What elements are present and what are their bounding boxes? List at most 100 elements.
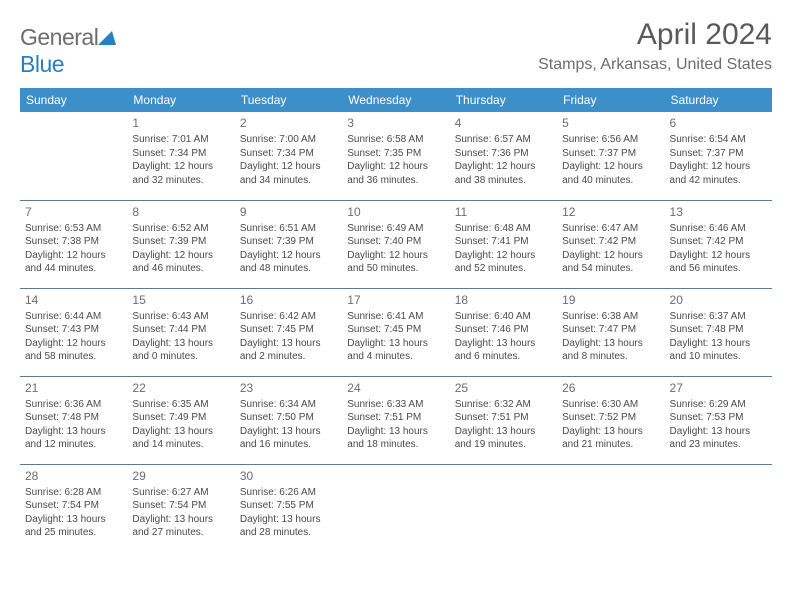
sunset-text: Sunset: 7:47 PM [562, 323, 659, 337]
sunrise-text: Sunrise: 6:52 AM [132, 222, 229, 236]
sunrise-text: Sunrise: 6:32 AM [455, 398, 552, 412]
day-number: 30 [240, 468, 337, 484]
daylight-text: Daylight: 13 hours [562, 337, 659, 351]
daylight-text-2: and 28 minutes. [240, 526, 337, 540]
day-number: 22 [132, 380, 229, 396]
daylight-text: Daylight: 12 hours [240, 160, 337, 174]
sunrise-text: Sunrise: 7:00 AM [240, 133, 337, 147]
sunrise-text: Sunrise: 6:42 AM [240, 310, 337, 324]
daylight-text: Daylight: 13 hours [25, 425, 122, 439]
weekday-header: Wednesday [342, 88, 449, 112]
sunrise-text: Sunrise: 6:30 AM [562, 398, 659, 412]
daylight-text: Daylight: 13 hours [347, 337, 444, 351]
daylight-text: Daylight: 13 hours [240, 337, 337, 351]
sunset-text: Sunset: 7:39 PM [240, 235, 337, 249]
daylight-text-2: and 10 minutes. [670, 350, 767, 364]
day-number: 23 [240, 380, 337, 396]
sunset-text: Sunset: 7:54 PM [25, 499, 122, 513]
day-cell: 29Sunrise: 6:27 AMSunset: 7:54 PMDayligh… [127, 464, 234, 552]
day-cell: 6Sunrise: 6:54 AMSunset: 7:37 PMDaylight… [665, 112, 772, 200]
calendar-table: SundayMondayTuesdayWednesdayThursdayFrid… [20, 88, 772, 552]
sunrise-text: Sunrise: 6:54 AM [670, 133, 767, 147]
day-cell: 10Sunrise: 6:49 AMSunset: 7:40 PMDayligh… [342, 200, 449, 288]
day-number: 28 [25, 468, 122, 484]
sunrise-text: Sunrise: 6:46 AM [670, 222, 767, 236]
daylight-text-2: and 18 minutes. [347, 438, 444, 452]
day-number: 7 [25, 204, 122, 220]
weekday-header: Friday [557, 88, 664, 112]
sunset-text: Sunset: 7:51 PM [347, 411, 444, 425]
sunrise-text: Sunrise: 6:36 AM [25, 398, 122, 412]
daylight-text-2: and 38 minutes. [455, 174, 552, 188]
day-number: 18 [455, 292, 552, 308]
sunset-text: Sunset: 7:45 PM [240, 323, 337, 337]
sunset-text: Sunset: 7:42 PM [562, 235, 659, 249]
sunset-text: Sunset: 7:42 PM [670, 235, 767, 249]
day-number: 15 [132, 292, 229, 308]
weekday-header-row: SundayMondayTuesdayWednesdayThursdayFrid… [20, 88, 772, 112]
sunrise-text: Sunrise: 6:38 AM [562, 310, 659, 324]
day-number: 9 [240, 204, 337, 220]
calendar-body: 1Sunrise: 7:01 AMSunset: 7:34 PMDaylight… [20, 112, 772, 552]
daylight-text-2: and 4 minutes. [347, 350, 444, 364]
sunset-text: Sunset: 7:53 PM [670, 411, 767, 425]
daylight-text-2: and 25 minutes. [25, 526, 122, 540]
daylight-text: Daylight: 12 hours [670, 249, 767, 263]
week-row: 1Sunrise: 7:01 AMSunset: 7:34 PMDaylight… [20, 112, 772, 200]
day-cell: 23Sunrise: 6:34 AMSunset: 7:50 PMDayligh… [235, 376, 342, 464]
daylight-text-2: and 48 minutes. [240, 262, 337, 276]
day-number: 10 [347, 204, 444, 220]
daylight-text-2: and 32 minutes. [132, 174, 229, 188]
week-row: 21Sunrise: 6:36 AMSunset: 7:48 PMDayligh… [20, 376, 772, 464]
daylight-text: Daylight: 13 hours [455, 425, 552, 439]
sunset-text: Sunset: 7:39 PM [132, 235, 229, 249]
day-number: 6 [670, 115, 767, 131]
day-cell: 17Sunrise: 6:41 AMSunset: 7:45 PMDayligh… [342, 288, 449, 376]
day-number: 21 [25, 380, 122, 396]
sunrise-text: Sunrise: 6:53 AM [25, 222, 122, 236]
sunrise-text: Sunrise: 6:51 AM [240, 222, 337, 236]
sunset-text: Sunset: 7:37 PM [562, 147, 659, 161]
sunrise-text: Sunrise: 6:41 AM [347, 310, 444, 324]
daylight-text-2: and 2 minutes. [240, 350, 337, 364]
daylight-text: Daylight: 13 hours [132, 513, 229, 527]
daylight-text-2: and 34 minutes. [240, 174, 337, 188]
sunset-text: Sunset: 7:43 PM [25, 323, 122, 337]
daylight-text-2: and 58 minutes. [25, 350, 122, 364]
daylight-text: Daylight: 12 hours [132, 249, 229, 263]
daylight-text: Daylight: 12 hours [455, 160, 552, 174]
sunrise-text: Sunrise: 6:40 AM [455, 310, 552, 324]
day-cell: 8Sunrise: 6:52 AMSunset: 7:39 PMDaylight… [127, 200, 234, 288]
triangle-icon [98, 31, 116, 45]
daylight-text-2: and 56 minutes. [670, 262, 767, 276]
day-cell: 27Sunrise: 6:29 AMSunset: 7:53 PMDayligh… [665, 376, 772, 464]
day-cell: 14Sunrise: 6:44 AMSunset: 7:43 PMDayligh… [20, 288, 127, 376]
daylight-text: Daylight: 12 hours [562, 160, 659, 174]
sunrise-text: Sunrise: 6:35 AM [132, 398, 229, 412]
day-cell: 2Sunrise: 7:00 AMSunset: 7:34 PMDaylight… [235, 112, 342, 200]
daylight-text-2: and 6 minutes. [455, 350, 552, 364]
sunset-text: Sunset: 7:40 PM [347, 235, 444, 249]
sunset-text: Sunset: 7:52 PM [562, 411, 659, 425]
day-number: 11 [455, 204, 552, 220]
daylight-text-2: and 19 minutes. [455, 438, 552, 452]
day-cell: 4Sunrise: 6:57 AMSunset: 7:36 PMDaylight… [450, 112, 557, 200]
empty-cell [20, 112, 127, 200]
daylight-text: Daylight: 13 hours [240, 425, 337, 439]
daylight-text: Daylight: 12 hours [25, 337, 122, 351]
daylight-text: Daylight: 13 hours [670, 425, 767, 439]
day-cell: 30Sunrise: 6:26 AMSunset: 7:55 PMDayligh… [235, 464, 342, 552]
day-number: 14 [25, 292, 122, 308]
day-number: 12 [562, 204, 659, 220]
sunrise-text: Sunrise: 6:47 AM [562, 222, 659, 236]
sunrise-text: Sunrise: 6:48 AM [455, 222, 552, 236]
daylight-text-2: and 40 minutes. [562, 174, 659, 188]
day-number: 5 [562, 115, 659, 131]
daylight-text: Daylight: 12 hours [347, 249, 444, 263]
empty-cell [342, 464, 449, 552]
daylight-text: Daylight: 13 hours [670, 337, 767, 351]
month-title: April 2024 [538, 18, 772, 52]
logo-text: General Blue [20, 24, 116, 78]
empty-cell [557, 464, 664, 552]
day-number: 26 [562, 380, 659, 396]
